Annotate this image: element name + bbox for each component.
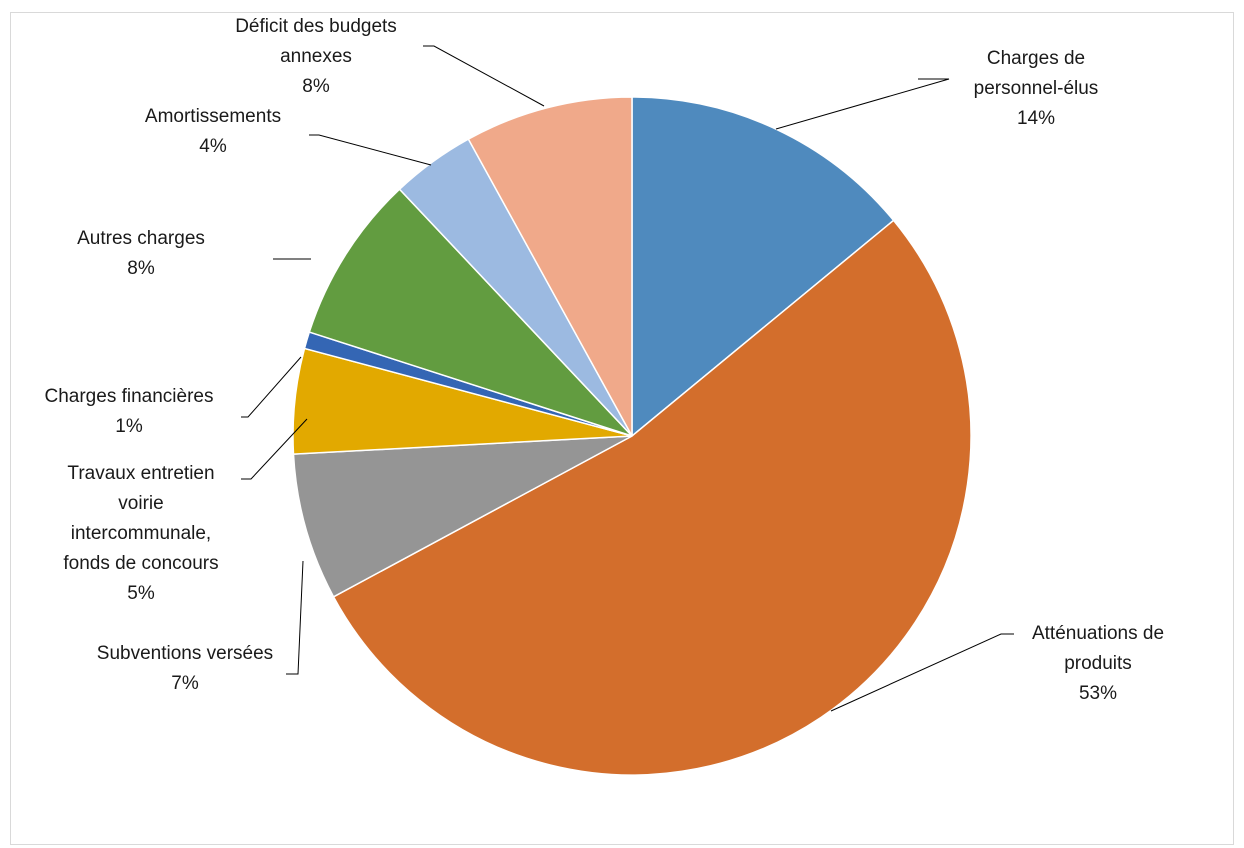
leader-line-1	[775, 78, 950, 130]
slice-percent: 8%	[127, 258, 155, 279]
slice-percent: 53%	[1079, 683, 1117, 704]
slice-percent: 4%	[199, 136, 227, 157]
slice-percent: 14%	[1017, 108, 1055, 129]
slice-percent: 1%	[115, 416, 143, 437]
slice-label-5: Charges financières 1%	[45, 386, 214, 437]
slice-percent: 7%	[171, 673, 199, 694]
pie-slices	[292, 96, 972, 776]
slice-label-line: Atténuations de	[1032, 623, 1164, 644]
leader-lines	[241, 45, 1014, 712]
slice-label-line: Déficit des budgets	[235, 16, 397, 37]
chart-frame: Charges de personnel-élus 14% Atténuations …	[10, 12, 1234, 845]
slice-label-line: Charges financières	[45, 386, 214, 407]
slice-label-line: fonds de concours	[63, 553, 218, 574]
pie-slice-3	[292, 435, 633, 598]
slice-label-line: Amortissements	[145, 106, 281, 127]
pie-slice-1	[631, 96, 895, 438]
slice-label-line: Subventions versées	[97, 643, 273, 664]
leader-line-5	[241, 356, 302, 418]
slice-label-3: Subventions versées 7%	[97, 643, 273, 694]
slice-labels: Charges de personnel-élus 14% Atténuations …	[45, 16, 1165, 704]
pie-slice-8	[467, 96, 633, 437]
slice-label-line: Autres charges	[77, 228, 205, 249]
slice-label-line: produits	[1064, 653, 1132, 674]
slice-label-7: Amortissements 4%	[145, 106, 281, 157]
slice-label-line: Charges de	[987, 48, 1085, 69]
pie-chart: Charges de personnel-élus 14% Atténuations …	[45, 16, 1165, 776]
slice-label-line: intercommunale,	[71, 523, 211, 544]
slice-label-line: annexes	[280, 46, 352, 67]
leader-line-2	[830, 633, 1014, 712]
pie-slice-2	[332, 219, 972, 776]
leader-line-7	[309, 134, 432, 166]
slice-percent: 8%	[302, 76, 330, 97]
slice-percent: 5%	[127, 583, 155, 604]
leader-line-4	[241, 418, 308, 480]
slice-label-2: Atténuations de produits 53%	[1032, 623, 1164, 704]
slice-label-line: personnel-élus	[974, 78, 1099, 99]
slice-label-1: Charges de personnel-élus 14%	[974, 48, 1099, 129]
slice-label-8: Déficit des budgets annexes 8%	[235, 16, 397, 97]
pie-slice-6	[308, 188, 633, 437]
slice-label-6: Autres charges 8%	[77, 228, 205, 279]
slice-label-line: Travaux entretien	[67, 463, 214, 484]
slice-label-4: Travaux entretien voirie intercommunale, fo…	[63, 463, 218, 604]
slice-label-line: voirie	[118, 493, 163, 514]
leader-line-3	[286, 560, 304, 675]
leader-line-8	[423, 45, 545, 107]
